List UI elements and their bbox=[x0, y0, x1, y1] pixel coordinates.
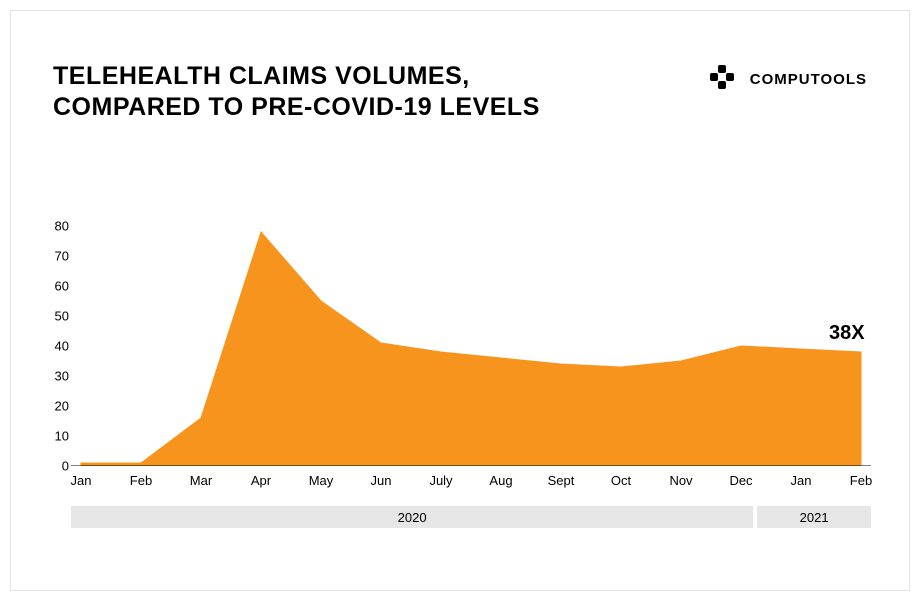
x-tick-label: Aug bbox=[489, 473, 512, 488]
x-tick-label: Jan bbox=[71, 473, 92, 488]
x-tick-label: Feb bbox=[850, 473, 872, 488]
y-tick-label: 70 bbox=[43, 249, 69, 264]
y-tick-label: 80 bbox=[43, 219, 69, 234]
year-segment: 2021 bbox=[757, 506, 871, 528]
area-plot bbox=[71, 226, 871, 466]
chart-card: TELEHEALTH CLAIMS VOLUMES, COMPARED TO P… bbox=[10, 10, 910, 591]
x-tick-label: July bbox=[429, 473, 452, 488]
brand-logo-icon bbox=[710, 65, 740, 94]
y-tick-label: 0 bbox=[43, 459, 69, 474]
y-tick-label: 20 bbox=[43, 399, 69, 414]
y-tick-label: 10 bbox=[43, 429, 69, 444]
chart-title: TELEHEALTH CLAIMS VOLUMES, COMPARED TO P… bbox=[53, 61, 553, 124]
brand: COMPUTOOLS bbox=[710, 65, 867, 94]
y-tick-label: 30 bbox=[43, 369, 69, 384]
year-bar: 20202021 bbox=[71, 506, 871, 528]
x-axis: Jan Feb Mar Apr May Jun July Aug Sept Oct Nov Dec Ja… bbox=[71, 473, 871, 495]
x-tick-label: Jan bbox=[791, 473, 812, 488]
x-tick-label: Feb bbox=[130, 473, 152, 488]
x-tick-label: Apr bbox=[251, 473, 271, 488]
y-tick-label: 60 bbox=[43, 279, 69, 294]
chart-plot-area: 01020304050607080 bbox=[71, 226, 871, 466]
x-tick-label: Sept bbox=[548, 473, 575, 488]
x-tick-label: Dec bbox=[729, 473, 752, 488]
x-tick-label: Oct bbox=[611, 473, 631, 488]
x-tick-label: Nov bbox=[669, 473, 692, 488]
y-tick-label: 50 bbox=[43, 309, 69, 324]
x-tick-label: Jun bbox=[371, 473, 392, 488]
y-axis: 01020304050607080 bbox=[43, 226, 69, 466]
y-tick-label: 40 bbox=[43, 339, 69, 354]
header: TELEHEALTH CLAIMS VOLUMES, COMPARED TO P… bbox=[53, 61, 867, 124]
year-segment: 2020 bbox=[71, 506, 753, 528]
end-annotation: 38X bbox=[829, 322, 865, 345]
brand-name: COMPUTOOLS bbox=[750, 71, 867, 88]
x-tick-label: Mar bbox=[190, 473, 212, 488]
x-tick-label: May bbox=[309, 473, 334, 488]
